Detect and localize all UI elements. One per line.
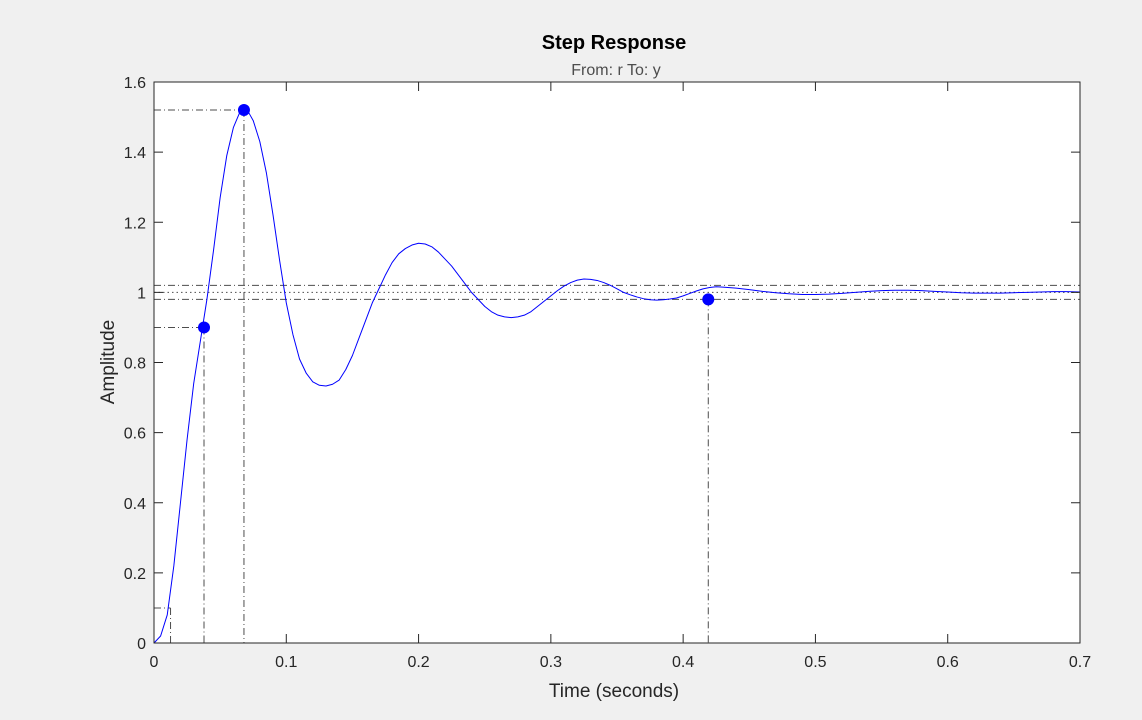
x-tick-label: 0.4 bbox=[672, 654, 694, 671]
y-axis-label: Amplitude bbox=[98, 320, 119, 405]
x-tick-label: 0.5 bbox=[804, 654, 826, 671]
y-tick-label: 0 bbox=[137, 636, 146, 653]
x-axis-label: Time (seconds) bbox=[549, 681, 679, 702]
x-tick-label: 0.3 bbox=[540, 654, 562, 671]
axes-box bbox=[153, 81, 1081, 644]
char-point-marker-0 bbox=[198, 321, 211, 334]
chart-subtitle: From: r To: y bbox=[571, 62, 661, 79]
x-tick-label: 0.2 bbox=[407, 654, 429, 671]
y-tick-label: 1.6 bbox=[124, 75, 146, 92]
step-response-line bbox=[153, 109, 1081, 644]
plot-area bbox=[154, 82, 1080, 643]
chart-layer: 0 0.1 0.2 0.3 0.4 0.5 0.6 0.7 0 0.2 0.4 0.6 0.8 1 1.2 1… bbox=[124, 75, 1091, 671]
y-tick-label: 0.4 bbox=[124, 496, 146, 513]
y-tick-label: 1 bbox=[137, 285, 146, 302]
char-point-marker-2 bbox=[702, 293, 715, 306]
char-point-marker-1 bbox=[237, 104, 250, 117]
chart-title: Step Response bbox=[542, 32, 686, 54]
y-tick-label: 0.8 bbox=[124, 356, 146, 373]
x-tick-label: 0.6 bbox=[937, 654, 959, 671]
y-tick-label: 1.2 bbox=[124, 215, 146, 232]
y-tick-label: 0.2 bbox=[124, 566, 146, 583]
y-tick-label: 0.6 bbox=[124, 426, 146, 443]
y-tick-label: 1.4 bbox=[124, 145, 146, 162]
x-tick-label: 0.1 bbox=[275, 654, 297, 671]
x-tick-label: 0.7 bbox=[1069, 654, 1091, 671]
x-tick-label: 0 bbox=[150, 654, 159, 671]
